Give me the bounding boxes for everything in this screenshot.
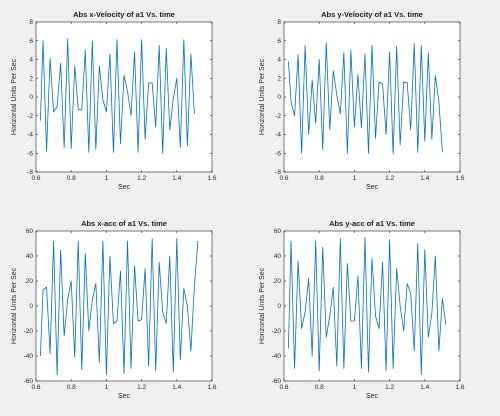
x-tick-label: 1.6 (455, 175, 464, 182)
y-tick-label: -2 (27, 113, 33, 120)
x-tick-label: 0.6 (31, 384, 40, 391)
axes-frame (35, 230, 213, 382)
x-tick-label: 0.6 (279, 175, 288, 182)
x-tick-label: 0.6 (279, 384, 288, 391)
y-tick-label: -4 (27, 132, 33, 139)
x-tick-label: 0.8 (315, 175, 324, 182)
y-tick-label: 8 (29, 19, 33, 26)
y-tick-label: -4 (275, 132, 281, 139)
y-tick-label: 6 (277, 38, 281, 45)
axes-frame (283, 230, 461, 382)
x-axis-label: Sec (118, 184, 131, 191)
axes-frame (35, 21, 213, 173)
y-axis-label: Horizontal Units Per Sec (11, 58, 18, 135)
x-tick-label: 1.2 (385, 384, 394, 391)
y-tick-label: 0 (29, 94, 33, 101)
y-tick-label: -40 (272, 353, 282, 360)
plot-area (284, 231, 460, 381)
x-tick-label: 1.4 (420, 175, 429, 182)
x-tick-label: 1.2 (137, 175, 146, 182)
x-tick-label: 1 (105, 175, 109, 182)
x-axis-label: Sec (118, 393, 131, 400)
y-tick-label: 60 (274, 228, 282, 235)
x-tick-label: 1.6 (207, 384, 216, 391)
x-tick-label: 0.8 (67, 384, 76, 391)
x-tick-label: 1.2 (385, 175, 394, 182)
y-tick-label: 2 (29, 75, 33, 82)
x-tick-label: 0.8 (67, 175, 76, 182)
y-tick-label: 4 (29, 57, 33, 64)
axes-frame (283, 21, 461, 173)
x-axis-label: Sec (366, 184, 379, 191)
y-tick-label: -6 (275, 150, 281, 157)
y-tick-label: -60 (272, 378, 282, 385)
chart-title: Abs y-Velocity of a1 Vs. time (321, 10, 423, 19)
x-tick-label: 1.2 (137, 384, 146, 391)
y-tick-label: 40 (26, 253, 34, 260)
y-tick-label: -2 (275, 113, 281, 120)
y-axis-label: Horizontal Units Per Sec (11, 267, 18, 344)
y-tick-label: -6 (27, 150, 33, 157)
x-tick-label: 1.4 (172, 384, 181, 391)
y-tick-label: -60 (24, 378, 34, 385)
y-tick-label: -8 (275, 169, 281, 176)
x-tick-label: 1 (105, 384, 109, 391)
x-axis-label: Sec (366, 393, 379, 400)
y-axis-label: Horizontal Units Per Sec (259, 267, 266, 344)
y-tick-label: 8 (277, 19, 281, 26)
y-axis-label: Horizontal Units Per Sec (259, 58, 266, 135)
chart-title: Abs x-acc of a1 Vs. time (81, 219, 167, 228)
y-tick-label: -8 (27, 169, 33, 176)
series-line (288, 236, 447, 376)
x-acc-chart: 0.6 0.8 1 1.2 1.4 1.6 -60 -40 -20 0 20 40 60 Abs x-ac… (11, 219, 217, 400)
x-tick-label: 1.6 (455, 384, 464, 391)
x-tick-label: 1.4 (420, 384, 429, 391)
y-tick-label: 6 (29, 38, 33, 45)
y-tick-label: 0 (277, 94, 281, 101)
y-tick-label: 20 (274, 278, 282, 285)
y-tick-label: -40 (24, 353, 34, 360)
y-tick-label: 40 (274, 253, 282, 260)
y-velocity-chart: 0.6 0.8 1 1.2 1.4 1.6 -8 -6 -4 -2 0 2 4 6 8 Abs y-Veloc… (259, 10, 465, 191)
y-tick-label: 0 (277, 303, 281, 310)
series-line (288, 42, 443, 155)
chart-title: Abs x-Velocity of a1 Vs. time (73, 10, 175, 19)
series-line (40, 38, 195, 154)
y-acc-chart: 0.6 0.8 1 1.2 1.4 1.6 -60 -40 -20 0 20 40 60 Abs y-ac… (259, 219, 465, 400)
y-tick-label: 20 (26, 278, 34, 285)
x-tick-label: 1 (353, 384, 357, 391)
y-tick-label: 60 (26, 228, 34, 235)
y-tick-label: -20 (24, 328, 34, 335)
y-tick-label: 2 (277, 75, 281, 82)
x-tick-label: 1.6 (207, 175, 216, 182)
series-line (40, 238, 199, 376)
x-tick-label: 1 (353, 175, 357, 182)
x-tick-label: 0.6 (31, 175, 40, 182)
y-tick-label: 4 (277, 57, 281, 64)
x-tick-label: 1.4 (172, 175, 181, 182)
y-tick-label: 0 (29, 303, 33, 310)
chart-title: Abs y-acc of a1 Vs. time (329, 219, 415, 228)
x-velocity-chart: 0.6 0.8 1 1.2 1.4 1.6 -8 -6 -4 -2 0 2 4 6 8 Abs x-Veloc… (11, 10, 217, 191)
plot-area (284, 22, 460, 172)
x-tick-label: 0.8 (315, 384, 324, 391)
plot-area (36, 22, 212, 172)
y-tick-label: -20 (272, 328, 282, 335)
